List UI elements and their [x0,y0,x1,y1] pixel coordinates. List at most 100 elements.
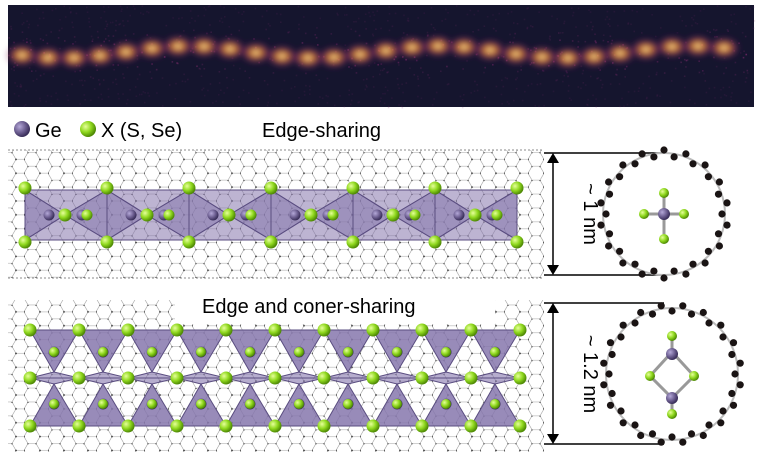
x-atom [98,399,108,409]
x-atom [100,235,114,249]
micrograph-spot [343,42,377,67]
carbon-atom [728,350,736,359]
cross-x-atom [667,331,677,341]
edge-sharing-structure [8,149,544,279]
carbon-atom [682,270,690,278]
x-atom [219,323,233,337]
x-atom [196,399,206,409]
x-atom [392,347,402,357]
carbon-atom [719,333,727,341]
carbon-atom [619,259,627,267]
carbon-atom [597,221,605,229]
carbon-atom [605,370,613,378]
carbon-atom [617,407,625,415]
micrograph-spot [421,34,455,59]
x-atom [415,323,429,337]
x-atom [346,181,360,195]
cross-x-atom [639,209,649,219]
x-atom [121,419,135,433]
x-atom [510,181,524,195]
x-atom [147,399,157,409]
x-atom [510,235,524,249]
carbon-atom [638,270,646,278]
x-atom [513,323,527,337]
edge-corner-sharing-chain [23,323,527,433]
x-atom [58,208,72,222]
x-atom [222,208,236,222]
carbon-atom [600,359,608,367]
ge-atom [453,209,465,221]
carbon-atom [717,321,725,329]
carbon-atom [616,173,624,181]
carbon-atom [648,430,657,438]
x-atom [182,235,196,249]
x-atom [264,235,278,249]
carbon-atom [657,302,665,310]
carbon-atom [670,153,678,161]
carbon-atom [606,339,615,347]
carbon-atom [736,381,744,389]
x-atom [72,371,86,385]
ge-legend-label: Ge [35,120,62,142]
micrograph-spot [109,39,143,64]
x-atom [317,323,331,337]
x-atom [182,181,196,195]
micrograph-spot [395,35,429,60]
carbon-atom [670,267,678,275]
x-atom [366,419,380,433]
edge-sharing-cross-section [597,146,731,282]
micrograph-spot [369,38,403,63]
x-atom [366,371,380,385]
carbon-atom [637,431,645,440]
edge-corner-sharing-cross-section [600,302,744,446]
cross-x-atom [679,209,689,219]
carbon-atom [602,210,610,218]
cross-ge-atom [666,392,678,404]
x-atom [196,347,206,357]
micrograph-spot [213,36,247,61]
carbon-atom [729,401,738,409]
micrograph-spot [5,43,39,68]
carbon-atom [704,173,713,181]
x-atom [491,209,503,221]
bottom-dimension-label: ~ 1.2 nm [579,335,601,413]
carbon-atom [608,389,616,398]
micrograph-spot [577,44,611,69]
carbon-atom [717,419,725,427]
cross-ge-atom [666,348,678,360]
micrograph-spot [707,35,741,60]
x-atom [317,419,331,433]
x-atom [464,419,478,433]
micrograph-spot [655,34,689,59]
x-atom [170,323,184,337]
cross-x-atom [659,234,669,244]
carbon-atom [729,339,738,347]
carbon-atom [648,310,657,318]
carbon-atom [650,153,658,161]
x-atom [392,399,402,409]
x-atom [147,347,157,357]
carbon-atom [631,260,639,268]
stem-micrograph [5,5,756,109]
x-atom [441,347,451,357]
x-atom [49,399,59,409]
x-atom [245,347,255,357]
tetrahedron [372,377,423,385]
x-atom [415,419,429,433]
x-atom [366,323,380,337]
x-atom [409,209,421,221]
x-atom [23,323,37,337]
carbon-atom [619,419,627,427]
x-atom [245,399,255,409]
carbon-atom [719,407,727,415]
micrograph-spot [317,45,351,70]
x-atom [121,371,135,385]
x-atom [428,181,442,195]
micrograph-spot [681,34,715,59]
x-atom [513,419,527,433]
micrograph-atom-chain [5,34,741,70]
x-atom [464,323,478,337]
carbon-atom [616,247,624,255]
bottom-dimension: ~ 1.2 nm [544,302,664,445]
carbon-atom [619,161,627,169]
